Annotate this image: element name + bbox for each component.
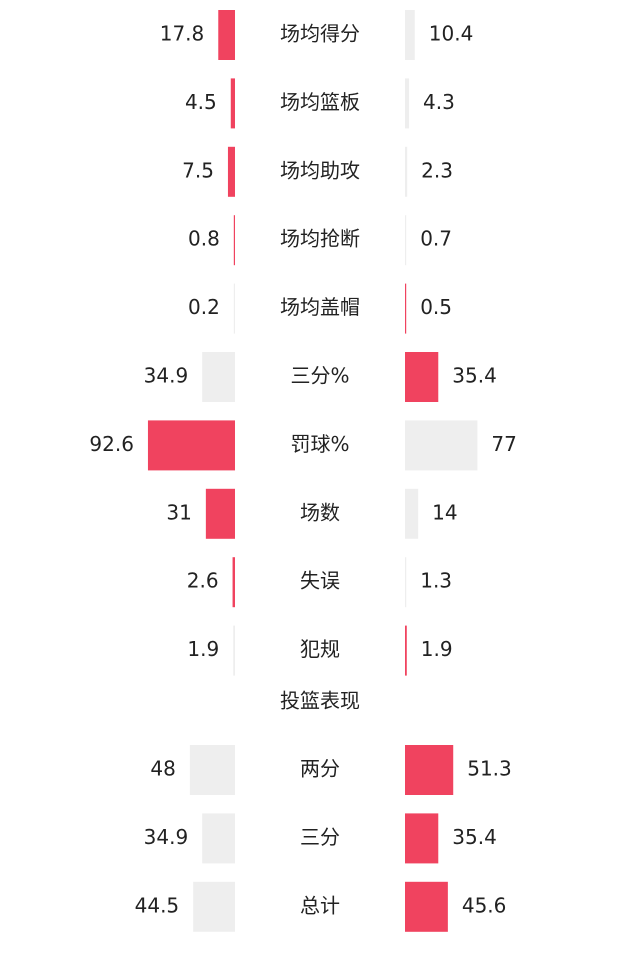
right-value: 2.3 (421, 158, 453, 182)
right-value: 14 (432, 500, 457, 524)
left-value: 0.8 (188, 227, 220, 251)
left-value: 34.9 (144, 825, 189, 849)
left-value: 34.9 (144, 364, 189, 388)
stat-label: 三分% (290, 364, 349, 388)
stat-label: 犯规 (300, 637, 340, 661)
left-bar (230, 78, 235, 129)
left-value: 7.5 (182, 158, 214, 182)
left-bar (202, 352, 235, 402)
left-bar (227, 146, 235, 197)
left-value: 1.9 (187, 637, 219, 661)
left-bar (202, 813, 235, 864)
left-bar (193, 881, 235, 932)
stat-label: 场均篮板 (280, 90, 360, 114)
right-bar (405, 881, 448, 932)
left-bar (189, 745, 235, 795)
right-value: 0.5 (420, 295, 452, 319)
right-value: 35.4 (452, 364, 497, 388)
right-bar (405, 557, 407, 608)
stat-label: 场均抢断 (280, 227, 360, 251)
stat-label: 总计 (300, 893, 340, 917)
right-value: 4.3 (423, 90, 455, 114)
left-value: 2.6 (187, 569, 219, 593)
right-bar (405, 352, 439, 402)
left-bar (232, 557, 235, 608)
stat-label: 罚球% (290, 432, 349, 456)
section-title: 投篮表现 (280, 689, 360, 713)
right-bar (405, 813, 439, 864)
left-value: 4.5 (185, 90, 217, 114)
left-bar (218, 10, 235, 60)
left-bar (205, 488, 235, 539)
stat-label: 三分 (300, 825, 340, 849)
right-value: 10.4 (429, 22, 474, 46)
stat-label: 场均得分 (280, 22, 360, 46)
right-bar (405, 420, 478, 471)
left-bar (233, 283, 235, 334)
stat-label: 场均盖帽 (280, 295, 360, 319)
right-bar (405, 215, 407, 266)
right-bar (405, 10, 415, 60)
right-value: 51.3 (467, 757, 512, 781)
right-bar (405, 283, 407, 334)
right-bar (405, 78, 410, 129)
stat-label: 场数 (300, 500, 340, 524)
right-bar (405, 146, 408, 197)
left-value: 0.2 (188, 295, 220, 319)
left-bar (147, 420, 235, 471)
stat-label: 失误 (300, 569, 340, 593)
left-value: 31 (166, 500, 191, 524)
right-value: 35.4 (452, 825, 497, 849)
left-bar (233, 625, 235, 676)
right-value: 1.9 (421, 637, 453, 661)
left-value: 44.5 (135, 893, 180, 917)
right-bar (405, 488, 419, 539)
left-value: 17.8 (160, 22, 205, 46)
right-value: 77 (491, 432, 516, 456)
right-bar (405, 745, 454, 795)
stat-label: 两分 (300, 757, 340, 781)
right-value: 1.3 (420, 569, 452, 593)
right-value: 0.7 (420, 227, 452, 251)
left-value: 48 (150, 757, 175, 781)
stat-label: 场均助攻 (280, 158, 360, 182)
left-value: 92.6 (89, 432, 134, 456)
right-value: 45.6 (462, 893, 507, 917)
left-bar (233, 215, 235, 266)
right-bar (405, 625, 407, 676)
